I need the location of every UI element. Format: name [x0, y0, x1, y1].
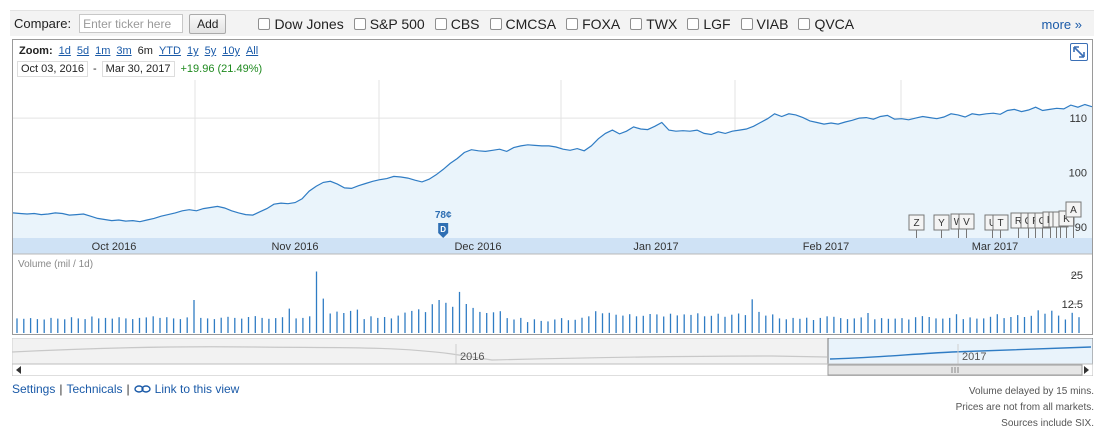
range-separator: -: [93, 63, 97, 75]
dividend-amount: 78¢: [435, 210, 452, 221]
zoom-ytd[interactable]: YTD: [158, 45, 181, 57]
checkbox[interactable]: [798, 17, 811, 30]
dividend-marker-letter: D: [440, 225, 446, 234]
disclaimer-line: Prices are not from all markets.: [955, 402, 1094, 413]
scroll-left-icon: [16, 366, 21, 374]
news-flag-letter: R: [1015, 216, 1022, 227]
zoom-5y[interactable]: 5y: [204, 45, 217, 57]
add-ticker-button[interactable]: Add: [189, 13, 227, 34]
zoom-1d[interactable]: 1d: [58, 45, 71, 57]
price-area: [13, 104, 1092, 238]
news-flag[interactable]: A: [1065, 201, 1082, 238]
compare-bar: Compare: Add Dow Jones S&P 500 CBS CMCSA…: [10, 10, 1094, 36]
x-tick-label: Feb 2017: [803, 241, 849, 253]
link-icon: [133, 385, 151, 393]
disclaimer-line: Sources include SIX.: [1001, 418, 1094, 429]
scroll-right-icon: [1084, 366, 1089, 374]
volume-label: Volume (mil / 1d): [18, 259, 94, 270]
x-tick-label: Oct 2016: [92, 241, 137, 253]
disclaimer-line: Volume delayed by 15 mins.: [968, 386, 1094, 397]
range-start-date[interactable]: Oct 03, 2016: [17, 61, 88, 77]
compare-qvca[interactable]: QVCA: [798, 16, 854, 32]
compare-cbs[interactable]: CBS: [434, 16, 480, 32]
zoom-all[interactable]: All: [245, 45, 259, 57]
checkbox[interactable]: [740, 17, 753, 30]
more-link[interactable]: more »: [1041, 17, 1082, 32]
expand-icon: [1073, 46, 1085, 58]
compare-twx[interactable]: TWX: [630, 16, 677, 32]
dividend-marker-icon: [438, 223, 449, 238]
checkbox[interactable]: [353, 17, 366, 30]
link-to-this-view[interactable]: Link to this view: [154, 382, 240, 396]
zoom-1y[interactable]: 1y: [186, 45, 199, 57]
settings-link[interactable]: Settings: [12, 382, 56, 396]
news-flag[interactable]: Y: [933, 214, 950, 238]
navigator-year-label: 2016: [460, 351, 484, 363]
zoom-6m[interactable]: 6m: [137, 45, 153, 57]
price-y-tick-label: 90: [1075, 222, 1087, 234]
footer-separator: |: [126, 382, 130, 396]
checkbox[interactable]: [630, 17, 643, 30]
news-flag[interactable]: V: [958, 213, 975, 238]
compare-label: Compare:: [14, 16, 72, 31]
checkbox[interactable]: [434, 17, 447, 30]
checkbox[interactable]: [687, 17, 700, 30]
range-change: +19.96 (21.49%): [180, 63, 263, 75]
compare-foxa[interactable]: FOXA: [566, 16, 620, 32]
news-flag-letter: V: [963, 217, 970, 228]
news-flag[interactable]: T: [992, 214, 1009, 238]
x-tick-label: Nov 2016: [271, 241, 318, 253]
zoom-1m[interactable]: 1m: [95, 45, 111, 57]
price-series-line: [13, 103, 1092, 223]
navigator-selected-line: [829, 346, 1092, 360]
disclaimer: Volume delayed by 15 mins. Prices are no…: [956, 384, 1094, 432]
compare-viab[interactable]: VIAB: [740, 16, 788, 32]
x-axis-band: [13, 238, 1092, 254]
checkbox[interactable]: [489, 17, 502, 30]
price-chart[interactable]: 90 100 110 Oct 2016 Nov 2016 Dec 2016 Jan 2017…: [13, 40, 1092, 334]
compare-dow-jones[interactable]: Dow Jones: [258, 16, 344, 32]
expand-chart-button[interactable]: [1070, 43, 1088, 61]
footer-separator: |: [59, 382, 63, 396]
range-end-date[interactable]: Mar 30, 2017: [101, 61, 175, 77]
navigator-year-label: 2017: [962, 351, 986, 363]
compare-lgf[interactable]: LGF: [687, 16, 731, 32]
zoom-controls: Zoom: 1d 5d 1m 3m 6m YTD 1y 5y 10y All: [19, 45, 264, 57]
news-flag-letter: A: [1070, 205, 1077, 216]
news-flag[interactable]: Z: [908, 214, 925, 238]
navigator-scrollbar: [12, 363, 1093, 376]
zoom-3m[interactable]: 3m: [116, 45, 132, 57]
checkbox[interactable]: [566, 17, 579, 30]
price-y-tick-label: 100: [1069, 168, 1087, 180]
news-flag-letter: Y: [938, 218, 945, 229]
compare-cmcsa[interactable]: CMCSA: [489, 16, 556, 32]
x-tick-label: Mar 2017: [972, 241, 1018, 253]
chart-frame: 90 100 110 Oct 2016 Nov 2016 Dec 2016 Jan 2017…: [12, 39, 1093, 335]
volume-y-tick-label: 12.5: [1062, 299, 1083, 311]
news-flag-letter: K: [1063, 214, 1070, 225]
x-tick-label: Dec 2016: [454, 241, 501, 253]
date-range: Oct 03, 2016 - Mar 30, 2017 +19.96 (21.4…: [17, 61, 262, 77]
compare-sp500[interactable]: S&P 500: [353, 16, 425, 32]
footer-links: Settings | Technicals | Link to this vie…: [12, 382, 239, 396]
checkbox[interactable]: [258, 17, 271, 30]
ticker-input[interactable]: [79, 14, 184, 33]
compare-ticker-list: Dow Jones S&P 500 CBS CMCSA FOXA TWX LGF…: [258, 16, 864, 32]
news-flag-letter: T: [997, 218, 1003, 229]
technicals-link[interactable]: Technicals: [66, 382, 123, 396]
volume-y-tick-label: 25: [1071, 270, 1083, 282]
range-navigator[interactable]: 2016 2017: [12, 338, 1093, 376]
zoom-label: Zoom:: [19, 45, 53, 57]
news-flag-letter: Z: [913, 218, 919, 229]
zoom-5d[interactable]: 5d: [76, 45, 90, 57]
x-tick-label: Jan 2017: [633, 241, 678, 253]
navigator-history-line: [12, 346, 828, 361]
price-y-tick-label: 110: [1069, 113, 1087, 125]
zoom-10y[interactable]: 10y: [222, 45, 240, 57]
